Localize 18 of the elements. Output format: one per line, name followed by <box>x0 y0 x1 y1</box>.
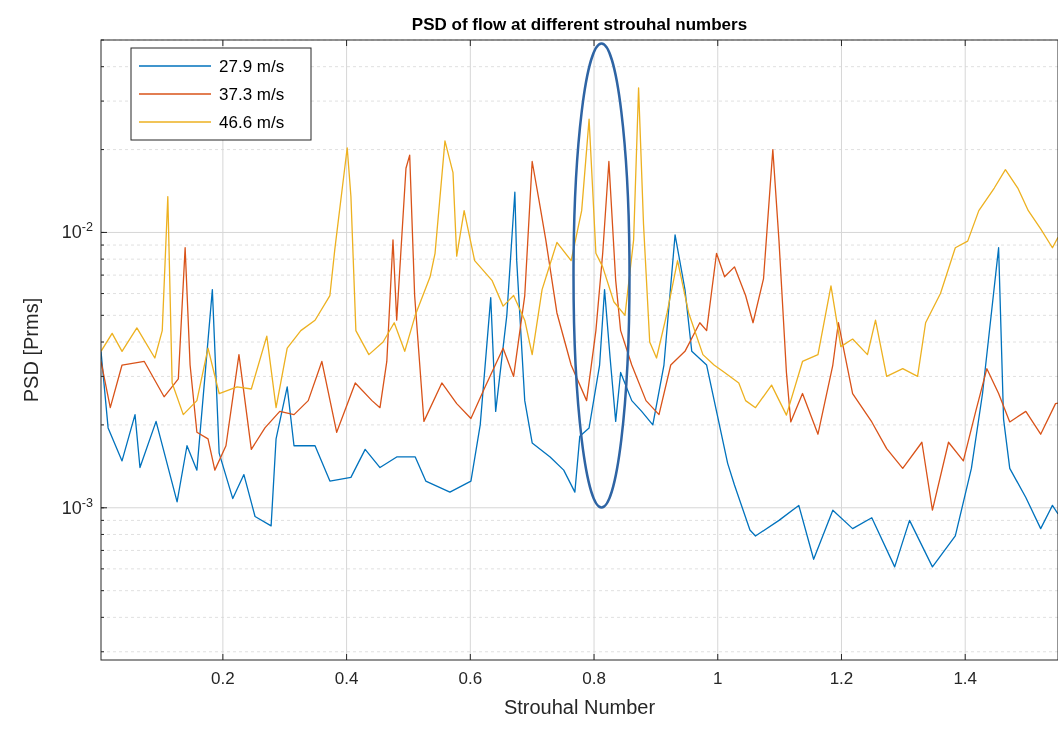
line-series <box>101 191 1058 568</box>
y-axis-title: PSD [Prms] <box>20 297 42 403</box>
x-tick-label: 0.2 <box>211 669 235 688</box>
x-tick-label: 0.8 <box>582 669 606 688</box>
y-tick-label: 10$^{-3}$ <box>61 495 93 518</box>
x-axis-title: Strouhal Number <box>503 696 656 718</box>
legend-label: 27.9 m/s <box>219 57 285 76</box>
x-tick-label: 1.4 <box>953 669 978 688</box>
legend-label: 37.3 m/s <box>219 85 285 104</box>
x-tick-label: 1 <box>713 669 723 688</box>
x-tick-label: 0.6 <box>458 669 483 688</box>
chart-title: PSD of flow at different strouhal numbers <box>411 15 748 34</box>
x-tick-label: 0.4 <box>334 669 359 688</box>
legend-label: 46.6 m/s <box>219 113 285 132</box>
y-tick-label: 10$^{-2}$ <box>61 220 93 243</box>
x-tick-label: 1.2 <box>829 669 854 688</box>
line-series <box>101 87 1058 416</box>
line-series <box>101 148 1058 511</box>
